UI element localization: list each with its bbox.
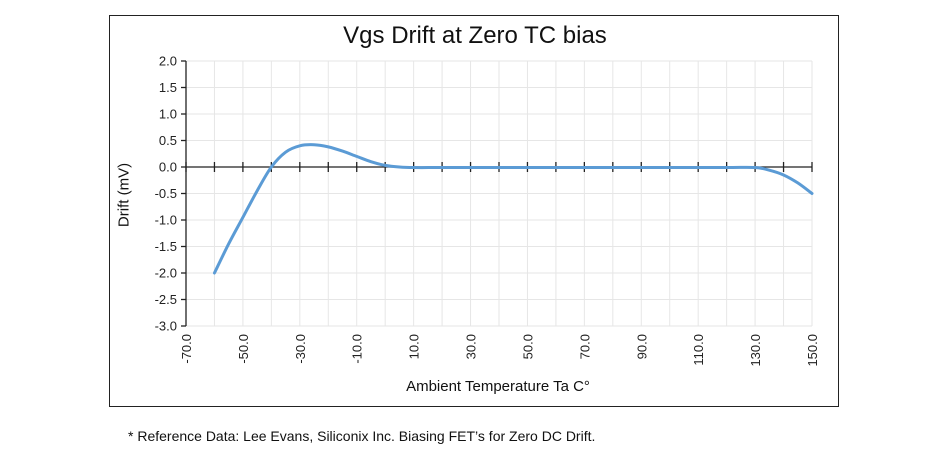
- drift-series-line: [212, 143, 814, 275]
- y-tick-label: -2.0: [155, 266, 177, 281]
- x-tick-label: 150.0: [805, 334, 820, 367]
- chart-frame: [109, 15, 839, 407]
- x-axis-label: Ambient Temperature Ta C°: [406, 378, 590, 395]
- x-tick-label: 10.0: [407, 334, 422, 359]
- x-tick-label: 130.0: [748, 334, 763, 367]
- y-tick-label: 1.5: [159, 80, 177, 95]
- x-tick-label: 90.0: [634, 334, 649, 359]
- y-tick-label: -1.5: [155, 239, 177, 254]
- y-tick-label: -0.5: [155, 186, 177, 201]
- y-tick-label: 2.0: [159, 54, 177, 69]
- x-tick-label: 70.0: [577, 334, 592, 359]
- chart-title: Vgs Drift at Zero TC bias: [343, 22, 607, 49]
- y-tick-label: 0.0: [159, 160, 177, 175]
- reference-footnote: * Reference Data: Lee Evans, Siliconix I…: [128, 428, 596, 444]
- x-tick-label: -50.0: [236, 334, 251, 364]
- x-tick-label: -70.0: [179, 334, 194, 364]
- y-tick-label: -1.0: [155, 213, 177, 228]
- x-tick-label: -10.0: [350, 334, 365, 364]
- x-tick-label: 50.0: [520, 334, 535, 359]
- y-tick-label: 1.0: [159, 107, 177, 122]
- x-tick-label: 110.0: [691, 334, 706, 366]
- y-tick-label: -2.5: [155, 292, 177, 307]
- x-tick-label: -30.0: [293, 334, 308, 364]
- y-tick-label: -3.0: [155, 319, 177, 334]
- x-tick-label: 30.0: [464, 334, 479, 359]
- y-tick-label: 0.5: [159, 133, 177, 148]
